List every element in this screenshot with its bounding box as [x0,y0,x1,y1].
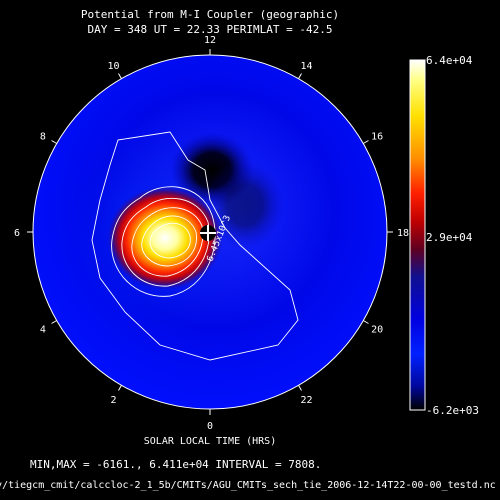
colorbar-max-label: 6.4e+04 [426,54,473,67]
hour-label: 16 [371,132,383,143]
x-axis-label: SOLAR LOCAL TIME (HRS) [143,436,277,447]
hour-label: 20 [371,325,383,336]
colorbar-min-label: -6.2e+03 [426,404,479,417]
max-marker [200,225,216,241]
hour-tick [118,73,122,79]
hour-tick [51,140,57,144]
hour-tick [118,385,122,391]
plot-title: Potential from M-I Coupler (geographic) [80,8,340,21]
hour-label: 12 [204,35,216,46]
hour-ticks [27,49,393,415]
hour-label: 2 [110,395,116,406]
hour-tick [298,385,302,391]
hour-label: 6 [14,228,20,239]
hour-label: 0 [207,421,213,432]
hour-label: 14 [300,61,312,72]
colorbar [409,59,426,411]
hour-label: 22 [300,395,312,406]
hour-tick [363,140,369,144]
plot-subtitle: DAY = 348 UT = 22.33 PERIMLAT = -42.5 [87,23,333,36]
file-path: nery/tiegcm_cmit/calccloc-2_1_5b/CMITs/A… [0,480,496,491]
hour-tick [51,320,57,324]
stats-line: MIN,MAX = -6161., 6.411e+04 INTERVAL = 7… [30,458,322,471]
contour-lines [91,131,299,361]
hour-label: 18 [397,228,409,239]
hour-label: 4 [40,325,46,336]
hour-tick [298,73,302,79]
hour-labels: 12 14 16 18 20 22 0 2 4 6 8 10 [14,35,409,432]
hour-tick [363,320,369,324]
hour-label: 8 [40,132,46,143]
colorbar-mid-label: 2.9e+04 [426,231,473,244]
hour-label: 10 [107,61,119,72]
